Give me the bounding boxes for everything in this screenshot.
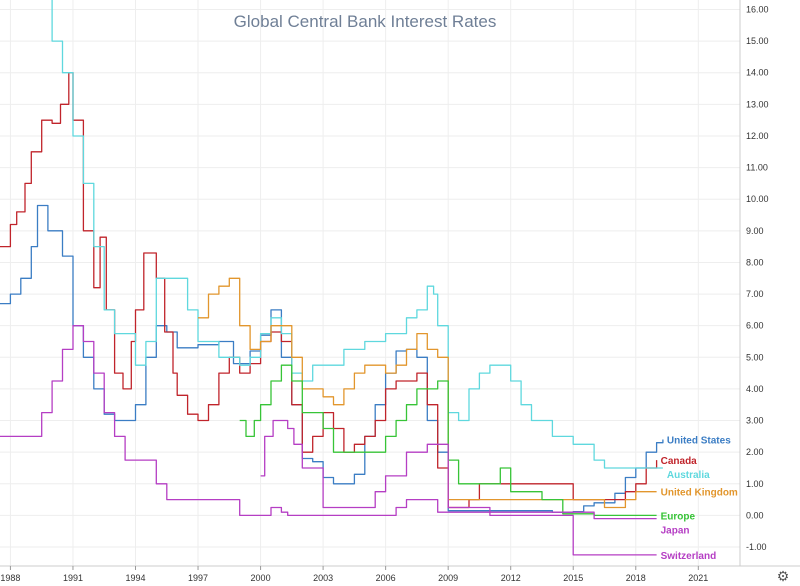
series-labels: United States Canada Australia United Kingd… xyxy=(661,436,738,562)
series-label-united-states: United States xyxy=(667,436,731,447)
y-tick-label: -1.00 xyxy=(746,542,767,552)
series-line-australia xyxy=(51,0,663,469)
y-tick-label: 0.00 xyxy=(746,510,764,520)
y-tick-label: 5.00 xyxy=(746,352,764,362)
y-tick-label: 2.00 xyxy=(746,447,764,457)
x-tick-label: 2018 xyxy=(626,573,646,583)
x-axis: 1988 1991 1994 1997 2000 2003 2006 2009 2012 2015… xyxy=(0,566,708,583)
y-tick-label: 3.00 xyxy=(746,416,764,426)
x-tick-label: 1994 xyxy=(125,573,145,583)
series-label-japan: Japan xyxy=(661,525,690,536)
y-tick-label: 10.00 xyxy=(746,194,769,204)
x-tick-label: 2003 xyxy=(313,573,333,583)
series-label-australia: Australia xyxy=(667,470,710,481)
grid xyxy=(0,0,800,567)
y-tick-label: 7.00 xyxy=(746,289,764,299)
y-tick-label: 15.00 xyxy=(746,36,769,46)
series-line-united-states xyxy=(0,204,664,513)
x-tick-label: 1991 xyxy=(63,573,83,583)
series-label-europe: Europe xyxy=(661,511,696,522)
x-tick-label: 2015 xyxy=(563,573,583,583)
y-tick-label: 9.00 xyxy=(746,226,764,236)
x-tick-label: 1997 xyxy=(188,573,208,583)
y-tick-label: 11.00 xyxy=(746,163,768,173)
x-tick-label: 1988 xyxy=(0,573,20,583)
x-tick-label: 2012 xyxy=(501,573,521,583)
settings-gear-icon[interactable]: ⚙ xyxy=(776,568,790,584)
x-tick-label: 2021 xyxy=(688,573,708,583)
y-axis: -1.00 0.00 1.00 2.00 3.00 4.00 5.00 6.00 7.00 8.0… xyxy=(746,4,769,552)
y-tick-label: 8.00 xyxy=(746,257,764,267)
series-line-europe xyxy=(239,364,657,517)
series-label-canada: Canada xyxy=(661,456,698,467)
series-lines xyxy=(0,0,664,556)
series-line-united-kingdom xyxy=(198,277,657,509)
x-tick-label: 2006 xyxy=(376,573,396,583)
series-label-united-kingdom: United Kingdom xyxy=(661,488,738,499)
x-tick-label: 2009 xyxy=(438,573,458,583)
y-tick-label: 12.00 xyxy=(746,131,769,141)
y-tick-label: 13.00 xyxy=(746,99,769,109)
y-tick-label: 4.00 xyxy=(746,384,764,394)
y-tick-label: 14.00 xyxy=(746,68,769,78)
series-line-canada xyxy=(0,72,658,509)
y-tick-label: 6.00 xyxy=(746,321,764,331)
y-tick-label: 1.00 xyxy=(746,479,764,489)
chart-title: Global Central Bank Interest Rates xyxy=(234,12,497,31)
series-line-japan xyxy=(0,325,657,520)
series-label-switzerland: Switzerland xyxy=(661,551,717,562)
y-tick-label: 16.00 xyxy=(746,4,769,14)
x-tick-label: 2000 xyxy=(251,573,271,583)
series-line-switzerland xyxy=(260,419,657,556)
